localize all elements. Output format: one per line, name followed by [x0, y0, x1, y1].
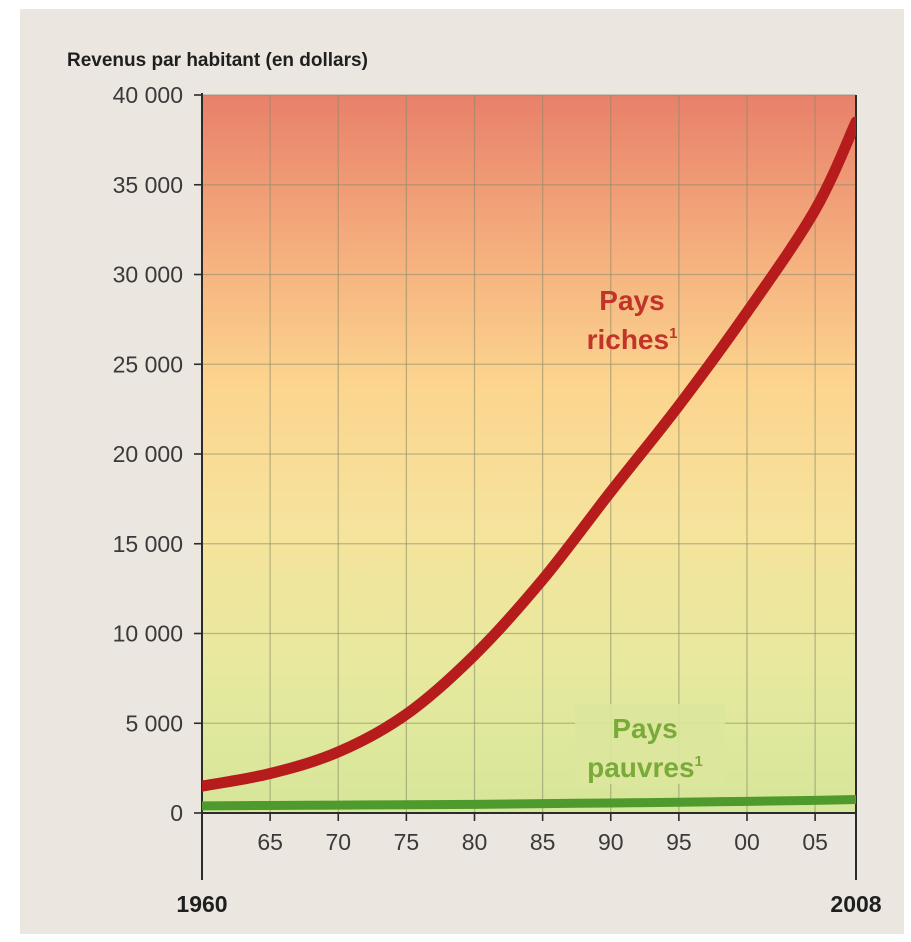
x-tick-label: 95	[666, 829, 692, 855]
y-tick-label: 35 000	[113, 172, 183, 198]
x-tick-label: 70	[325, 829, 351, 855]
x-tick-label: 85	[530, 829, 556, 855]
y-tick-label: 30 000	[113, 262, 183, 288]
y-tick-label: 20 000	[113, 441, 183, 467]
y-tick-label: 5 000	[125, 710, 183, 736]
x-start-label: 1960	[176, 891, 227, 917]
y-tick-label: 40 000	[113, 82, 183, 108]
y-tick-label: 0	[170, 800, 183, 826]
x-tick-label: 90	[598, 829, 624, 855]
y-tick-label: 25 000	[113, 351, 183, 377]
x-tick-label: 65	[257, 829, 283, 855]
series-label-pauvres-backdrop	[575, 704, 725, 784]
series-line-pays-pauvres	[202, 795, 856, 811]
x-end-label: 2008	[830, 891, 881, 917]
series-label-riches-line1: Pays	[599, 285, 664, 316]
series-line-pays-riches	[202, 116, 856, 792]
series-label-riches-line2: riches1	[587, 324, 678, 355]
x-tick-label: 80	[462, 829, 488, 855]
series-label-pauvres-line2: pauvres1	[587, 752, 703, 783]
y-tick-label: 10 000	[113, 621, 183, 647]
x-tick-label: 05	[802, 829, 828, 855]
y-tick-label: 15 000	[113, 531, 183, 557]
x-tick-label: 75	[394, 829, 420, 855]
y-axis-title: Revenus par habitant (en dollars)	[67, 50, 368, 71]
x-tick-label: 00	[734, 829, 760, 855]
series-label-pauvres-line1: Pays	[612, 713, 677, 744]
